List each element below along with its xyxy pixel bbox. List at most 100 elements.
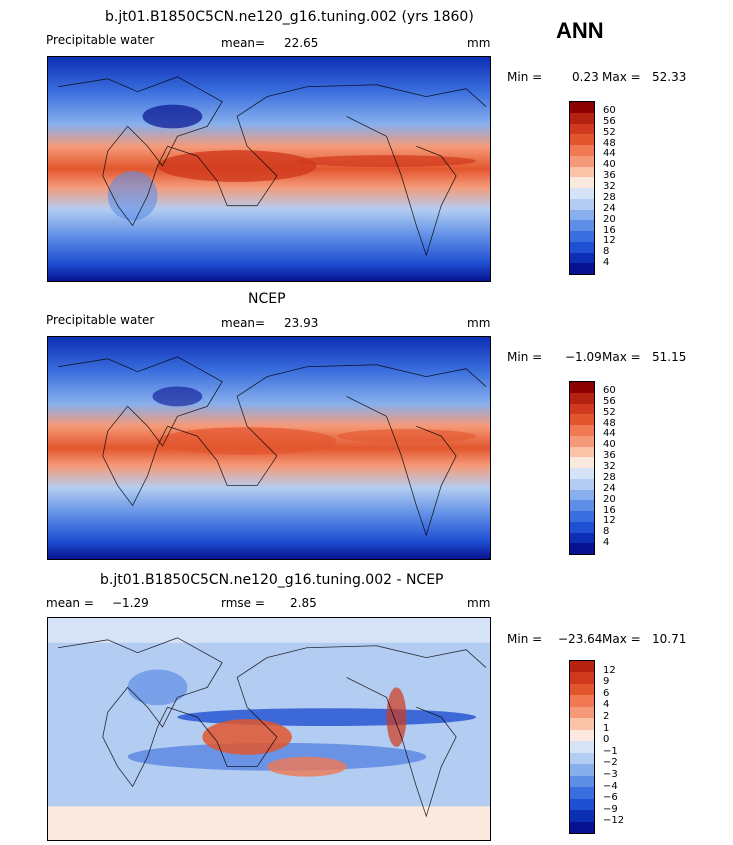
panel1-max-label: Max = bbox=[602, 70, 641, 84]
colorbar-tick-label: 4 bbox=[603, 537, 610, 549]
panel3-max-label: Max = bbox=[602, 632, 641, 646]
colorbar-tick-label: −3 bbox=[603, 769, 618, 780]
panel3-map-field bbox=[48, 618, 490, 840]
colorbar-swatch bbox=[570, 198, 594, 210]
colorbar-tick-label: 36 bbox=[603, 450, 616, 462]
colorbar-swatch bbox=[570, 821, 594, 834]
colorbar-swatch bbox=[570, 787, 594, 799]
colorbar-swatch bbox=[570, 500, 594, 511]
panel3-rmse-label: rmse = bbox=[221, 596, 265, 610]
colorbar-tick-label: −2 bbox=[603, 757, 618, 769]
panel3-title: b.jt01.B1850C5CN.ne120_g16.tuning.002 - … bbox=[100, 572, 444, 588]
colorbar-tick-label: 4 bbox=[603, 699, 610, 711]
panel1-title: b.jt01.B1850C5CN.ne120_g16.tuning.002 (y… bbox=[105, 9, 474, 25]
colorbar-tick-label: 12 bbox=[603, 235, 616, 247]
colorbar-tick-label: 56 bbox=[603, 395, 616, 407]
colorbar-swatch bbox=[570, 521, 594, 533]
colorbar-tick-label: 60 bbox=[603, 384, 616, 396]
panel1-min-label: Min = bbox=[507, 70, 543, 84]
panel2-max-value: 51.15 bbox=[652, 350, 687, 364]
colorbar-tick-label: 24 bbox=[603, 202, 616, 214]
panel2-max-label: Max = bbox=[602, 350, 641, 364]
panel1-mean-label: mean= bbox=[221, 36, 266, 50]
colorbar-tick-label: 6 bbox=[603, 687, 610, 699]
colorbar-swatch bbox=[570, 706, 594, 719]
colorbar-tick-label: 56 bbox=[603, 115, 616, 127]
season-label: ANN bbox=[556, 18, 604, 43]
colorbar-swatch bbox=[570, 414, 594, 425]
colorbar-tick-label: −6 bbox=[603, 792, 618, 804]
colorbar-tick-label: 52 bbox=[603, 406, 616, 418]
colorbar-swatch bbox=[570, 661, 594, 673]
colorbar-tick-label: 9 bbox=[603, 676, 610, 688]
colorbar-swatch bbox=[570, 392, 594, 404]
colorbar-tick-label: 40 bbox=[603, 439, 616, 451]
colorbar-tick-label: 44 bbox=[603, 428, 616, 440]
colorbar-swatch bbox=[570, 403, 594, 415]
colorbar-swatch bbox=[570, 468, 594, 479]
colorbar-swatch bbox=[570, 112, 594, 124]
panel2-min-label: Min = bbox=[507, 350, 543, 364]
colorbar-tick-label: 32 bbox=[603, 461, 616, 472]
colorbar-tick-label: 2 bbox=[603, 711, 610, 722]
colorbar-swatch bbox=[570, 263, 594, 274]
colorbar-swatch bbox=[570, 672, 594, 684]
panel3-mean-value: −1.29 bbox=[112, 596, 149, 610]
panel3-mean-label: mean = bbox=[46, 596, 94, 610]
colorbar-tick-label: 48 bbox=[603, 417, 616, 429]
colorbar-swatch bbox=[570, 220, 594, 231]
panel1-max-value: 52.33 bbox=[652, 70, 687, 84]
panel2-colorbar bbox=[569, 381, 595, 555]
panel1-colorbar bbox=[569, 101, 595, 275]
colorbar-tick-label: −9 bbox=[603, 803, 618, 815]
colorbar-swatch bbox=[570, 457, 594, 468]
colorbar-tick-label: 16 bbox=[603, 504, 616, 516]
panel2-units: mm bbox=[467, 316, 491, 330]
colorbar-tick-label: 32 bbox=[603, 181, 616, 192]
colorbar-swatch bbox=[570, 798, 594, 811]
colorbar-tick-label: 12 bbox=[603, 664, 616, 676]
panel1-map bbox=[47, 56, 491, 282]
colorbar-tick-label: 28 bbox=[603, 191, 616, 203]
colorbar-swatch bbox=[570, 134, 594, 145]
colorbar-swatch bbox=[570, 155, 594, 167]
colorbar-tick-label: 12 bbox=[603, 515, 616, 527]
colorbar-swatch bbox=[570, 511, 594, 522]
panel3-rmse-value: 2.85 bbox=[290, 596, 317, 610]
panel3-min-value: −23.64 bbox=[558, 632, 603, 646]
colorbar-tick-label: 24 bbox=[603, 482, 616, 494]
colorbar-swatch bbox=[570, 729, 594, 742]
colorbar-swatch bbox=[570, 102, 594, 113]
colorbar-tick-label: 1 bbox=[603, 722, 610, 734]
colorbar-swatch bbox=[570, 683, 594, 696]
colorbar-swatch bbox=[570, 231, 594, 242]
colorbar-tick-label: 36 bbox=[603, 170, 616, 182]
colorbar-tick-label: 40 bbox=[603, 159, 616, 171]
panel2-map bbox=[47, 336, 491, 560]
colorbar-swatch bbox=[570, 478, 594, 490]
colorbar-tick-label: −1 bbox=[603, 745, 618, 757]
colorbar-swatch bbox=[570, 775, 594, 788]
colorbar-tick-label: 16 bbox=[603, 224, 616, 236]
colorbar-tick-label: 28 bbox=[603, 471, 616, 483]
panel1-min-value: 0.23 bbox=[572, 70, 599, 84]
panel2-mean-value: 23.93 bbox=[284, 316, 319, 330]
panel3-max-value: 10.71 bbox=[652, 632, 687, 646]
colorbar-swatch bbox=[570, 695, 594, 707]
colorbar-swatch bbox=[570, 252, 594, 264]
colorbar-tick-label: 60 bbox=[603, 104, 616, 116]
colorbar-swatch bbox=[570, 145, 594, 156]
colorbar-swatch bbox=[570, 123, 594, 135]
panel1-map-field bbox=[48, 57, 490, 281]
panel2-min-value: −1.09 bbox=[565, 350, 602, 364]
colorbar-tick-label: 48 bbox=[603, 137, 616, 149]
colorbar-swatch bbox=[570, 764, 594, 776]
colorbar-swatch bbox=[570, 543, 594, 554]
colorbar-tick-label: 4 bbox=[603, 257, 610, 269]
panel3-map bbox=[47, 617, 491, 841]
panel2-map-field bbox=[48, 337, 490, 559]
panel2-variable-label: Precipitable water bbox=[46, 313, 155, 327]
colorbar-tick-label: −4 bbox=[603, 780, 618, 792]
colorbar-swatch bbox=[570, 166, 594, 178]
panel3-units: mm bbox=[467, 596, 491, 610]
